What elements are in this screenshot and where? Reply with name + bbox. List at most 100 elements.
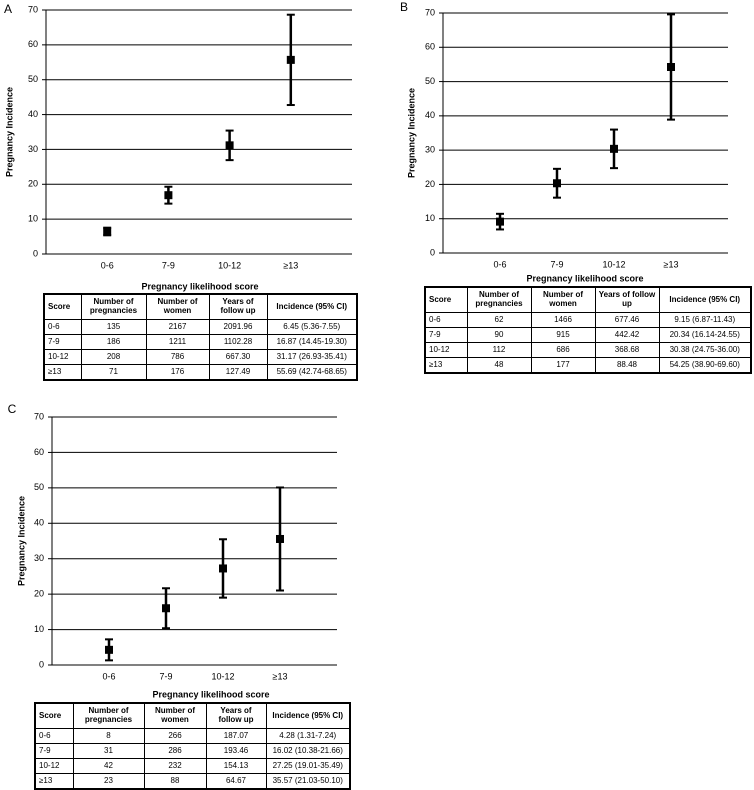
table-row: 7-9 31 286 193.46 16.02 (10.38-21.66)	[34, 743, 351, 759]
data-table: Score Number of pregnancies Number of wome…	[34, 702, 351, 790]
panel-label: B	[400, 0, 408, 14]
y-axis-label: Pregnancy Incidence	[4, 87, 14, 177]
y-tick-label: 0	[39, 659, 44, 669]
table-cell: 6.45 (5.36-7.55)	[266, 319, 358, 335]
data-point	[276, 534, 284, 543]
y-tick-label: 0	[430, 247, 435, 257]
y-axis-label: Pregnancy Incidence	[16, 496, 26, 586]
header-row: Score Number of pregnancies Number of wome…	[34, 702, 351, 729]
table-row: ≥13 23 88 64.67 35.57 (21.03-50.10)	[34, 773, 351, 790]
panel-label: C	[8, 402, 17, 416]
table-row: 0-6 135 2167 2091.96 6.45 (5.36-7.55)	[43, 319, 358, 335]
table-cell: ≥13	[43, 364, 82, 381]
data-point	[219, 564, 227, 573]
table-cell: 442.42	[594, 327, 660, 343]
table-cell: 7-9	[34, 743, 74, 759]
x-tick-label: 10-12	[602, 259, 625, 269]
table-cell: 10-12	[424, 342, 468, 358]
data-table: Score Number of pregnancies Number of wome…	[43, 293, 358, 381]
x-axis-label: Pregnancy likelihood score	[526, 273, 643, 283]
x-axis-label: Pregnancy likelihood score	[141, 281, 258, 291]
header-cell: Years of follow up	[594, 286, 660, 313]
table-cell: 8	[72, 728, 145, 744]
table-cell: 2167	[145, 319, 210, 335]
table-cell: 915	[530, 327, 596, 343]
table-cell: 62	[466, 312, 532, 328]
y-tick-label: 60	[28, 39, 38, 49]
x-tick-label: ≥13	[283, 260, 298, 270]
y-tick-label: 40	[425, 110, 435, 120]
header-cell: Years of follow up	[205, 702, 267, 729]
table-cell: 48	[466, 357, 532, 374]
y-tick-label: 10	[425, 213, 435, 223]
table-cell: 187.07	[205, 728, 267, 744]
table-cell: 208	[80, 349, 147, 365]
table-cell: 127.49	[208, 364, 268, 381]
table-cell: 112	[466, 342, 532, 358]
table-row: 10-12 208 786 667.30 31.17 (26.93-35.41)	[43, 349, 358, 365]
table-cell: 0-6	[424, 312, 468, 328]
data-point	[162, 604, 170, 613]
table-cell: 186	[80, 334, 147, 350]
y-tick-label: 30	[34, 553, 44, 563]
table-cell: 177	[530, 357, 596, 374]
x-tick-label: 10-12	[211, 671, 234, 681]
table-cell: 4.28 (1.31-7.24)	[265, 728, 351, 744]
table-cell: 31	[72, 743, 145, 759]
table-cell: 31.17 (26.93-35.41)	[266, 349, 358, 365]
x-tick-label: ≥13	[664, 259, 679, 269]
table-cell: 2091.96	[208, 319, 268, 335]
y-tick-label: 20	[34, 589, 44, 599]
y-tick-label: 50	[425, 76, 435, 86]
data-point	[164, 191, 173, 200]
x-tick-label: 7-9	[162, 260, 175, 270]
table-cell: 1102.28	[208, 334, 268, 350]
table-cell: ≥13	[424, 357, 468, 374]
table-cell: 1211	[145, 334, 210, 350]
x-tick-label: 10-12	[218, 260, 241, 270]
table-cell: 27.25 (19.01-35.49)	[265, 758, 351, 774]
header-cell: Score	[424, 286, 468, 313]
header-cell: Incidence (95% CI)	[266, 293, 358, 320]
table-cell: 71	[80, 364, 147, 381]
table-row: ≥13 71 176 127.49 55.69 (42.74-68.65)	[43, 364, 358, 381]
table-cell: 55.69 (42.74-68.65)	[266, 364, 358, 381]
table-row: 0-6 8 266 187.07 4.28 (1.31-7.24)	[34, 728, 351, 744]
table-cell: 30.38 (24.75-36.00)	[658, 342, 752, 358]
table-cell: 286	[143, 743, 207, 759]
x-tick-label: 0-6	[493, 259, 506, 269]
panel-label: A	[4, 2, 12, 16]
x-axis-label: Pregnancy likelihood score	[152, 689, 269, 699]
table-cell: 786	[145, 349, 210, 365]
y-tick-label: 70	[425, 7, 435, 17]
y-tick-label: 60	[34, 447, 44, 457]
header-cell: Years of follow up	[208, 293, 268, 320]
y-tick-label: 70	[34, 411, 44, 421]
header-cell: Number of women	[145, 293, 210, 320]
header-row: Score Number of pregnancies Number of wome…	[43, 293, 358, 320]
table-cell: 9.15 (6.87-11.43)	[658, 312, 752, 328]
data-point	[610, 144, 618, 153]
table-cell: 135	[80, 319, 147, 335]
header-row: Score Number of pregnancies Number of wome…	[424, 286, 752, 313]
y-tick-label: 60	[425, 42, 435, 52]
table-cell: 20.34 (16.14-24.55)	[658, 327, 752, 343]
header-cell: Incidence (95% CI)	[658, 286, 752, 313]
table-cell: 154.13	[205, 758, 267, 774]
y-tick-label: 50	[28, 74, 38, 84]
table-cell: 686	[530, 342, 596, 358]
table-row: ≥13 48 177 88.48 54.25 (38.90-69.60)	[424, 357, 752, 374]
x-tick-label: 0-6	[102, 671, 115, 681]
y-tick-label: 10	[34, 624, 44, 634]
x-tick-label: 7-9	[159, 671, 172, 681]
data-point	[105, 645, 113, 654]
data-table: Score Number of pregnancies Number of wome…	[424, 286, 752, 374]
table-row: 0-6 62 1466 677.46 9.15 (6.87-11.43)	[424, 312, 752, 328]
table-cell: 368.68	[594, 342, 660, 358]
table-cell: 88.48	[594, 357, 660, 374]
y-tick-label: 40	[28, 109, 38, 119]
header-cell: Number of pregnancies	[466, 286, 532, 313]
y-tick-label: 30	[425, 145, 435, 155]
